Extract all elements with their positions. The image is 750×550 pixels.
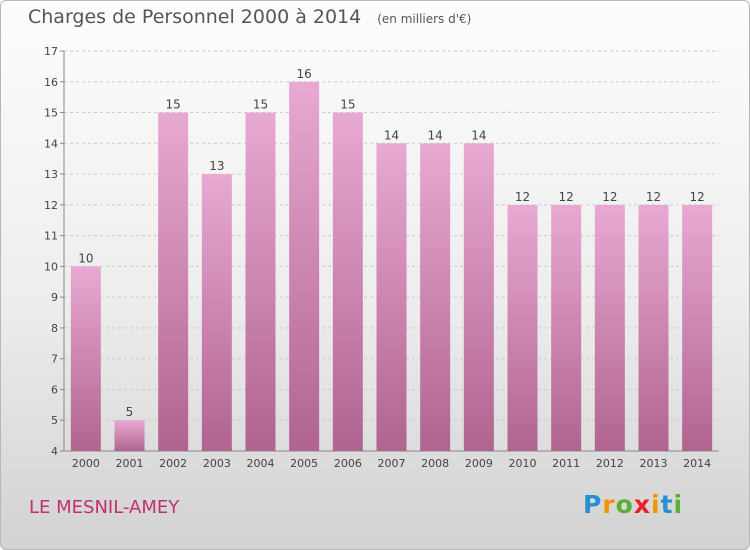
y-tick-label: 6 <box>51 383 58 396</box>
bar <box>201 174 232 452</box>
data-label: 16 <box>297 67 312 81</box>
data-label: 13 <box>209 159 224 173</box>
logo-letter: r <box>602 490 616 519</box>
y-tick-label: 12 <box>44 199 58 212</box>
x-tick-label: 2013 <box>640 457 668 470</box>
x-tick-label: 2003 <box>203 457 231 470</box>
x-tick-label: 2006 <box>334 457 362 470</box>
x-tick-label: 2005 <box>290 457 318 470</box>
y-tick-label: 7 <box>51 353 58 366</box>
y-tick-label: 16 <box>44 76 58 89</box>
x-tick-label: 2008 <box>421 457 449 470</box>
y-tick-label: 11 <box>44 230 58 243</box>
bar <box>551 204 582 451</box>
chart-title: Charges de Personnel 2000 à 2014 <box>28 6 362 28</box>
data-label: 15 <box>340 98 355 112</box>
x-tick-label: 2011 <box>552 457 580 470</box>
y-tick-label: 17 <box>44 45 58 58</box>
data-label: 14 <box>471 128 486 142</box>
logo-letter: o <box>615 490 634 519</box>
bar <box>682 204 713 451</box>
bar <box>158 112 189 452</box>
proxiti-logo: Proxiti <box>583 490 683 519</box>
bar <box>114 420 145 451</box>
chart-title-block: Charges de Personnel 2000 à 2014 (en mill… <box>28 6 471 28</box>
y-tick-label: 9 <box>51 291 58 304</box>
bar <box>420 143 451 452</box>
data-label: 12 <box>690 190 705 204</box>
data-label: 10 <box>78 251 93 265</box>
y-tick-label: 14 <box>44 137 58 150</box>
bar <box>638 204 669 451</box>
y-tick-label: 4 <box>51 445 58 458</box>
bar <box>376 143 407 452</box>
logo-letter: i <box>673 490 684 519</box>
y-tick-label: 8 <box>51 322 58 335</box>
y-tick-label: 10 <box>44 260 58 273</box>
data-label: 15 <box>253 98 268 112</box>
logo-letter: i <box>651 490 661 519</box>
data-label: 15 <box>166 98 181 112</box>
logo-letter: P <box>583 490 603 519</box>
location-label: LE MESNIL-AMEY <box>29 497 180 518</box>
chart-subtitle: (en milliers d'€) <box>377 12 472 26</box>
bar <box>70 266 101 451</box>
data-label: 12 <box>515 190 530 204</box>
x-tick-label: 2009 <box>465 457 493 470</box>
bar <box>507 204 538 451</box>
y-tick-label: 13 <box>44 168 58 181</box>
bar-chart: 4 5 6 7 8 9 10 11 12 13 14 15 16 17 10 2000 5 2001 15 2002 1… <box>44 45 719 470</box>
x-tick-label: 2007 <box>378 457 406 470</box>
data-label: 12 <box>559 190 574 204</box>
logo-letter: t <box>660 490 674 519</box>
data-label: 14 <box>384 128 399 142</box>
bar <box>245 112 276 452</box>
data-label: 12 <box>602 190 617 204</box>
bar <box>594 204 625 451</box>
logo-letter: x <box>633 490 651 519</box>
x-tick-label: 2014 <box>683 457 711 470</box>
y-tick-label: 15 <box>44 107 58 120</box>
bar <box>332 112 363 452</box>
bar <box>463 143 494 452</box>
x-tick-label: 2004 <box>247 457 275 470</box>
x-tick-label: 2012 <box>596 457 624 470</box>
data-label: 12 <box>646 190 661 204</box>
data-label: 5 <box>126 405 134 419</box>
bar <box>289 81 320 452</box>
data-label: 14 <box>428 128 443 142</box>
x-tick-label: 2010 <box>509 457 537 470</box>
x-tick-label: 2002 <box>159 457 187 470</box>
x-tick-label: 2001 <box>116 457 144 470</box>
y-tick-label: 5 <box>51 414 58 427</box>
x-tick-label: 2000 <box>72 457 100 470</box>
